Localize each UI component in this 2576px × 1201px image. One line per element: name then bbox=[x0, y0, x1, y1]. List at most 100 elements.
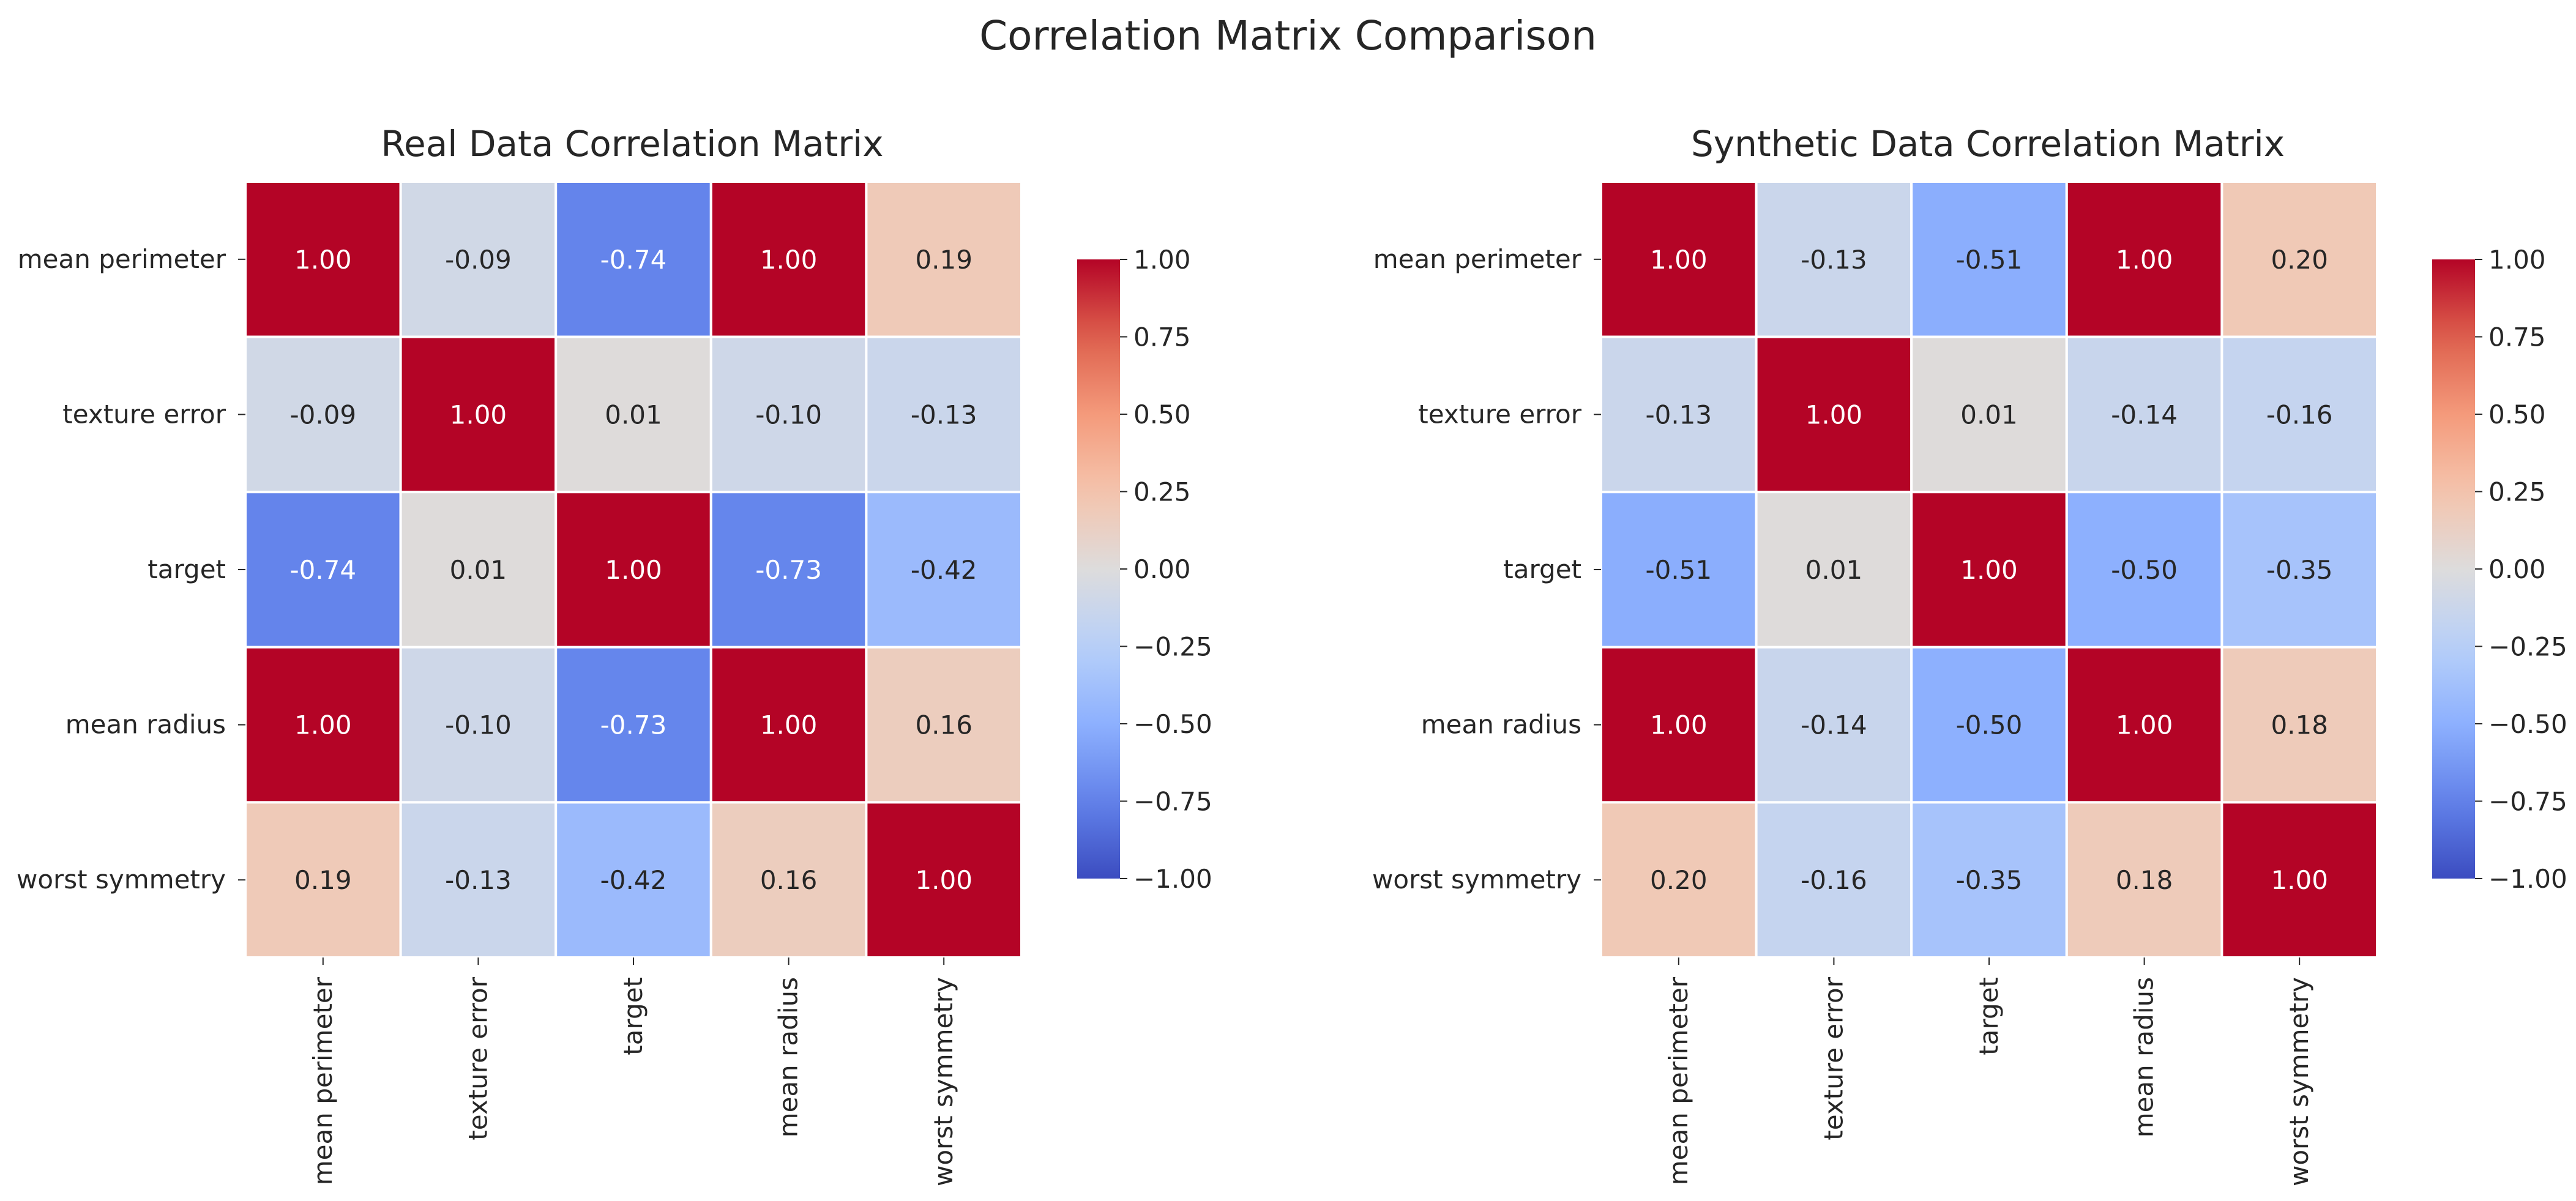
heatmap-cell bbox=[1910, 335, 2068, 494]
heatmap-cell bbox=[2220, 801, 2378, 959]
y-tick-label: texture error bbox=[1418, 399, 1581, 429]
cell-value-label: -0.13 bbox=[445, 865, 512, 895]
heatmap-cell bbox=[1755, 335, 1913, 494]
y-tick-label: worst symmetry bbox=[1372, 864, 1581, 894]
cell-value-label: 1.00 bbox=[760, 245, 818, 275]
heatmap-cell bbox=[865, 645, 1023, 804]
cell-value-label: 0.20 bbox=[2271, 245, 2328, 275]
colorbar-tick-label: 1.00 bbox=[1133, 245, 1191, 275]
cell-value-label: 1.00 bbox=[294, 245, 352, 275]
cell-value-label: -0.35 bbox=[2266, 555, 2333, 585]
heatmap-cell bbox=[244, 645, 402, 804]
cell-value-label: -0.14 bbox=[1801, 710, 1867, 740]
cell-value-label: 1.00 bbox=[294, 710, 352, 740]
heatmap-cell bbox=[1755, 491, 1913, 649]
heatmap-cell bbox=[2065, 180, 2223, 338]
colorbar-tick-label: −0.75 bbox=[1133, 787, 1212, 817]
cell-value-label: 0.18 bbox=[2116, 865, 2173, 895]
cell-value-label: -0.13 bbox=[1645, 400, 1712, 429]
x-tick-label: mean perimeter bbox=[1663, 976, 1693, 1185]
heatmap-cell bbox=[709, 491, 868, 649]
y-tick-label: texture error bbox=[62, 399, 226, 429]
cell-value-label: 1.00 bbox=[915, 865, 973, 895]
heatmap-cell bbox=[1755, 801, 1913, 959]
heatmap-cell bbox=[399, 180, 558, 338]
cell-value-label: -0.13 bbox=[911, 400, 977, 429]
x-tick-label: texture error bbox=[1818, 976, 1848, 1140]
colorbar-tick-label: −0.50 bbox=[2488, 709, 2567, 739]
colorbar-tick-label: −1.00 bbox=[1133, 864, 1212, 894]
heatmap-cell bbox=[554, 180, 712, 338]
heatmap-cell bbox=[2220, 491, 2378, 649]
heatmap-cell bbox=[1755, 180, 1913, 338]
heatmap-cell bbox=[709, 645, 868, 804]
colorbar-tick-label: 0.50 bbox=[2488, 400, 2546, 429]
cell-value-label: 1.00 bbox=[1650, 245, 1708, 275]
cell-value-label: -0.51 bbox=[1645, 555, 1712, 585]
heatmap-cell bbox=[1755, 645, 1913, 804]
heatmap-cell bbox=[399, 645, 558, 804]
cell-value-label: 1.00 bbox=[450, 400, 507, 429]
heatmap-cell bbox=[554, 801, 712, 959]
x-tick-label: target bbox=[618, 977, 648, 1055]
cell-value-label: 1.00 bbox=[1650, 710, 1708, 740]
cell-value-label: -0.35 bbox=[1956, 865, 2023, 895]
cell-value-label: 1.00 bbox=[1960, 555, 2018, 585]
cell-value-label: -0.73 bbox=[755, 555, 822, 585]
heatmap-cell bbox=[244, 180, 402, 338]
heatmap-cell bbox=[865, 180, 1023, 338]
colorbar-tick-label: 0.25 bbox=[2488, 477, 2546, 507]
heatmap-cell bbox=[2220, 645, 2378, 804]
heatmap-cell bbox=[399, 801, 558, 959]
colorbar-fill bbox=[2432, 259, 2475, 879]
cell-value-label: -0.74 bbox=[600, 245, 667, 275]
colorbar-tick-label: −1.00 bbox=[2488, 864, 2567, 894]
cell-value-label: 1.00 bbox=[1805, 400, 1863, 429]
cell-value-label: 0.19 bbox=[915, 245, 973, 275]
cell-value-label: 0.16 bbox=[760, 865, 818, 895]
cell-value-label: -0.16 bbox=[2266, 400, 2333, 429]
heatmap-title: Synthetic Data Correlation Matrix bbox=[1690, 123, 2285, 165]
cell-value-label: -0.10 bbox=[755, 400, 822, 429]
cell-value-label: -0.42 bbox=[911, 555, 977, 585]
cell-value-label: -0.10 bbox=[445, 710, 512, 740]
heatmap-cell bbox=[865, 491, 1023, 649]
heatmap-cell bbox=[2065, 335, 2223, 494]
colorbar-tick-label: −0.25 bbox=[1133, 632, 1212, 662]
heatmap-cell bbox=[2220, 180, 2378, 338]
cell-value-label: 0.20 bbox=[1650, 865, 1708, 895]
cell-value-label: 1.00 bbox=[2271, 865, 2328, 895]
colorbar-tick-label: 0.00 bbox=[1133, 554, 1191, 584]
colorbar-tick-label: 0.75 bbox=[1133, 322, 1191, 352]
colorbar-tick-label: −0.50 bbox=[1133, 709, 1212, 739]
heatmap-cell bbox=[1600, 335, 1758, 494]
heatmap-cell bbox=[2220, 335, 2378, 494]
cell-value-label: 0.01 bbox=[450, 555, 507, 585]
heatmap-cell bbox=[1910, 491, 2068, 649]
x-tick-label: target bbox=[1974, 977, 2004, 1055]
heatmap-cell bbox=[399, 335, 558, 494]
colorbar-tick-label: 0.50 bbox=[1133, 400, 1191, 429]
cell-value-label: -0.73 bbox=[600, 710, 667, 740]
heatmap-cell bbox=[1600, 801, 1758, 959]
heatmap-title: Real Data Correlation Matrix bbox=[381, 123, 884, 165]
cell-value-label: -0.13 bbox=[1801, 245, 1867, 275]
heatmap-cell bbox=[1600, 645, 1758, 804]
colorbar bbox=[1077, 259, 1120, 879]
cell-value-label: 0.16 bbox=[915, 710, 973, 740]
cell-value-label: -0.74 bbox=[289, 555, 356, 585]
x-tick-label: texture error bbox=[463, 976, 493, 1140]
colorbar-fill bbox=[1077, 259, 1120, 879]
cell-value-label: -0.09 bbox=[445, 245, 512, 275]
x-tick-label: worst symmetry bbox=[928, 977, 958, 1186]
cell-value-label: -0.14 bbox=[2111, 400, 2178, 429]
heatmap-cell bbox=[2065, 801, 2223, 959]
cell-value-label: 1.00 bbox=[605, 555, 662, 585]
heatmap-cell bbox=[554, 645, 712, 804]
colorbar-tick-label: 0.75 bbox=[2488, 322, 2546, 352]
cell-value-label: -0.42 bbox=[600, 865, 667, 895]
